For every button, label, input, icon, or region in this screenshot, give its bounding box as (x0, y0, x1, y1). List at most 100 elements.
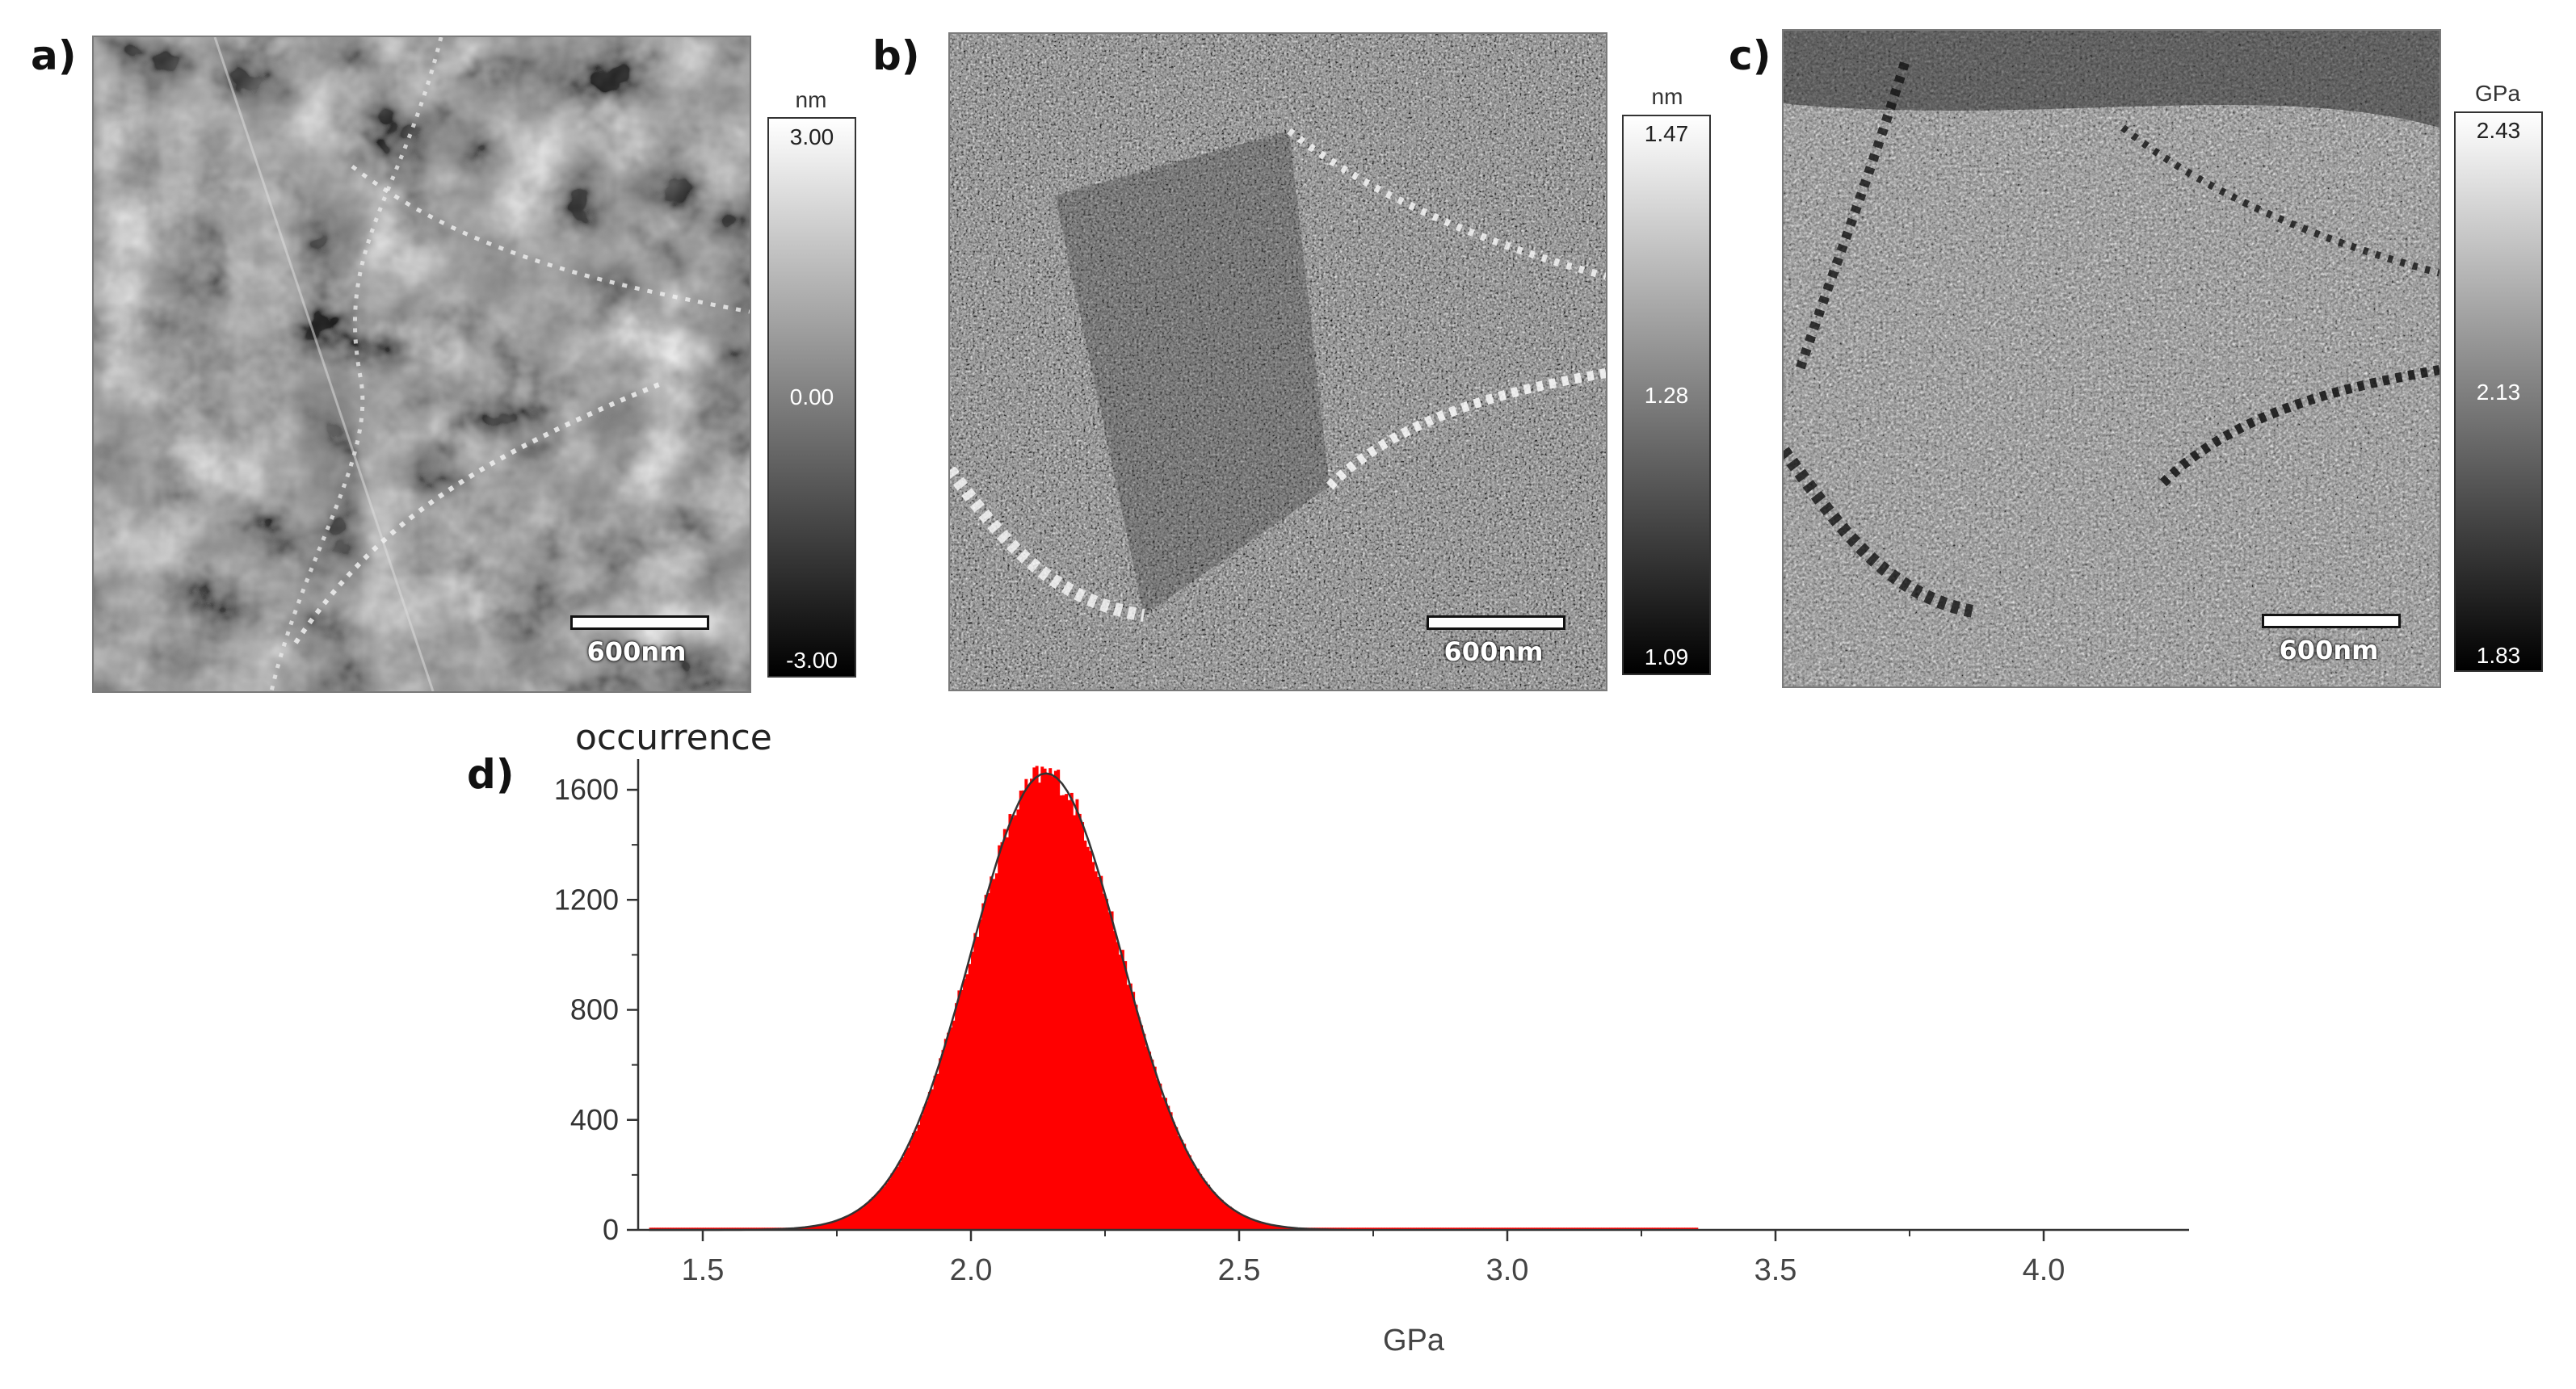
histogram-bar (935, 1073, 939, 1230)
histogram-bar (1038, 783, 1041, 1230)
histogram-bar (1016, 809, 1020, 1230)
histogram-bar (1266, 1223, 1270, 1230)
afm-topography-image-a (92, 36, 751, 693)
histogram-bar (1196, 1169, 1200, 1230)
histogram-axes: 0 400 800 1200 1600 1.5 2.0 2.5 3.0 3.5 4.0 occurre… (554, 717, 2189, 1358)
histogram-bar (1030, 778, 1033, 1230)
histogram-bar (1448, 1227, 1452, 1230)
histogram-bar (683, 1227, 687, 1230)
histogram-bar (689, 1227, 693, 1230)
histogram-bar (809, 1226, 813, 1230)
histogram-bar (1193, 1166, 1197, 1230)
histogram-bar (1502, 1227, 1506, 1230)
histogram-bar (1142, 1034, 1146, 1230)
histogram-bars (649, 766, 1699, 1230)
histogram-bar (981, 903, 985, 1230)
histogram-bar (1692, 1227, 1696, 1230)
histogram-bar (1191, 1161, 1195, 1230)
histogram-bar (1215, 1195, 1219, 1230)
histogram-bar (1061, 795, 1065, 1230)
histogram-bar (1199, 1173, 1203, 1230)
histogram-bar (1515, 1227, 1519, 1230)
histogram-bar (1542, 1227, 1546, 1230)
histogram-bar (697, 1227, 701, 1230)
colorbar-unit-a: nm (795, 87, 827, 112)
histogram-bar (817, 1225, 822, 1230)
histogram-bar (933, 1076, 937, 1230)
histogram-bar (1258, 1221, 1262, 1230)
histogram-bar (1563, 1227, 1567, 1230)
histogram-bar (1684, 1227, 1688, 1230)
histogram-bar (1477, 1227, 1481, 1230)
histogram-bar (971, 951, 974, 1230)
histogram-bar (1622, 1227, 1626, 1230)
histogram-bar (1089, 850, 1092, 1230)
histogram-bar (726, 1227, 730, 1230)
histogram-bar (1670, 1227, 1675, 1230)
colorbar-min-b: 1.09 (1644, 644, 1689, 669)
histogram-bar (1022, 790, 1025, 1230)
histogram-bar (1424, 1227, 1427, 1230)
histogram-bar (1075, 799, 1079, 1230)
histogram-bar (1472, 1227, 1476, 1230)
histogram-bar (834, 1220, 838, 1230)
afm-texture-b (950, 34, 1606, 690)
histogram-bar (901, 1156, 905, 1230)
colorbar-min-c: 1.83 (2476, 643, 2521, 668)
histogram-bar (1569, 1227, 1573, 1230)
histogram-bar (850, 1214, 854, 1230)
histogram-bar (1587, 1227, 1591, 1230)
histogram-bar (1609, 1227, 1613, 1230)
histogram-bar (1547, 1227, 1551, 1230)
histogram-bar (1153, 1066, 1157, 1230)
histogram-bar (1260, 1222, 1264, 1230)
y-tick-label: 0 (603, 1213, 619, 1246)
histogram-bar (1550, 1227, 1554, 1230)
histogram-bar (1646, 1227, 1650, 1230)
histogram-bar (876, 1191, 880, 1230)
scale-bar-label-a: 600nm (586, 636, 687, 667)
histogram-bar (799, 1227, 803, 1230)
histogram-bar (1469, 1227, 1473, 1230)
histogram-bar (1679, 1227, 1683, 1230)
y-tick-label: 800 (570, 993, 619, 1026)
histogram-bar (1045, 773, 1049, 1230)
histogram-bar (882, 1186, 886, 1230)
histogram-bar (681, 1227, 685, 1230)
histogram-bar (1418, 1227, 1422, 1230)
histogram-bar (973, 933, 977, 1230)
histogram-bar (906, 1148, 910, 1230)
histogram-bar (1681, 1227, 1685, 1230)
histogram-bar (1019, 790, 1023, 1230)
afm-modulus-image-c (1782, 29, 2441, 688)
histogram-bar (1236, 1212, 1240, 1230)
histogram-bar (1233, 1211, 1238, 1230)
histogram-bar (1612, 1227, 1616, 1230)
histogram-bar (1494, 1227, 1498, 1230)
histogram-bar (1008, 814, 1012, 1230)
histogram-bar (1126, 984, 1130, 1230)
x-tick-label: 2.5 (1218, 1253, 1261, 1287)
histogram-bar (1662, 1227, 1666, 1230)
histogram-bar (654, 1227, 658, 1230)
histogram-bar (813, 1226, 817, 1230)
histogram-bar (1078, 813, 1082, 1230)
histogram-bar (994, 873, 998, 1230)
histogram-bar (801, 1227, 805, 1230)
x-tick-label: 3.0 (1486, 1253, 1529, 1287)
histogram-bar (890, 1173, 894, 1230)
histogram-bar (1520, 1227, 1524, 1230)
histogram-bar (963, 979, 966, 1230)
histogram-bar (1574, 1227, 1578, 1230)
histogram-bar (1040, 766, 1044, 1230)
histogram-bar (911, 1132, 915, 1230)
histogram-bar (1408, 1227, 1412, 1230)
histogram-bar (1534, 1227, 1538, 1230)
histogram-bar (1380, 1227, 1385, 1230)
histogram-bar (898, 1161, 902, 1230)
histogram-bar (1654, 1227, 1658, 1230)
y-tick-label: 1200 (554, 883, 619, 916)
histogram-bar (1483, 1227, 1487, 1230)
histogram-bar (1081, 822, 1085, 1230)
histogram-bar (1566, 1227, 1570, 1230)
